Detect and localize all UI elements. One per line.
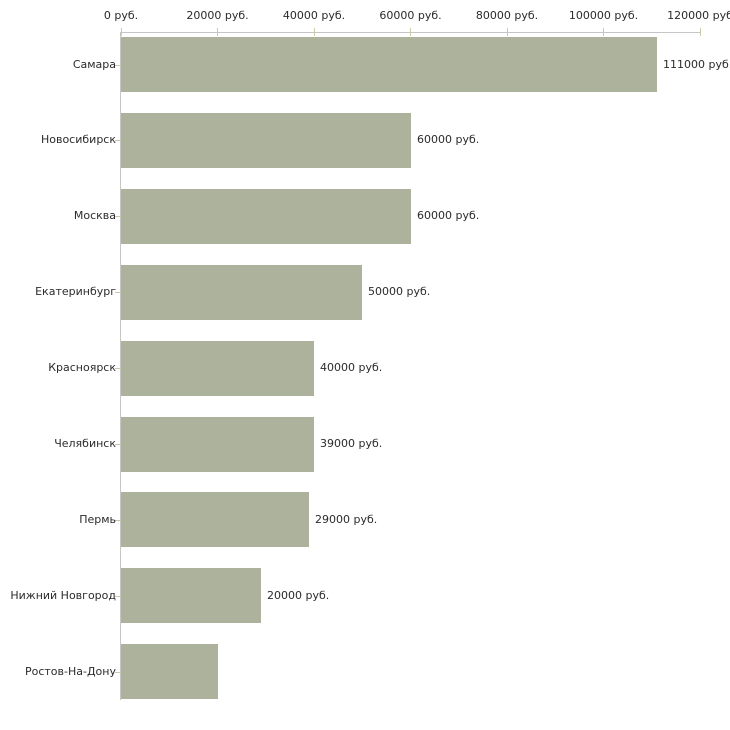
value-label: 60000 руб.: [417, 209, 480, 222]
category-label: Москва: [73, 209, 116, 222]
y-axis-tick: [115, 368, 121, 369]
value-label: 20000 руб.: [267, 589, 330, 602]
y-axis-tick: [115, 672, 121, 673]
y-axis-tick: [115, 292, 121, 293]
x-axis-tick-label: 60000 руб.: [379, 9, 442, 22]
x-axis-tick: [217, 28, 218, 36]
x-axis-tick-label: 100000 руб.: [568, 9, 639, 22]
category-label: Самара: [72, 58, 116, 71]
bar: [121, 113, 411, 168]
value-label: 50000 руб.: [368, 285, 431, 298]
category-label: Нижний Новгород: [10, 589, 116, 602]
value-label: 29000 руб.: [315, 513, 378, 526]
x-axis-tick: [313, 28, 315, 36]
category-label: Екатеринбург: [35, 285, 116, 298]
value-label: 40000 руб.: [320, 361, 383, 374]
category-label: Новосибирск: [40, 133, 116, 146]
y-axis-tick: [115, 140, 121, 141]
x-axis-tick-label: 80000 руб.: [475, 9, 539, 22]
category-label: Пермь: [79, 513, 116, 526]
y-axis-tick: [115, 520, 121, 521]
x-axis-tick-label: 0 руб.: [103, 9, 139, 22]
value-label: 60000 руб.: [417, 133, 480, 146]
y-axis-tick: [115, 444, 121, 445]
bar: [121, 644, 218, 699]
x-axis-tick: [410, 28, 411, 36]
bar: [121, 492, 309, 547]
bar: [121, 568, 261, 623]
value-label: 111000 руб.: [663, 58, 730, 71]
y-axis-tick: [115, 216, 121, 217]
bar: [121, 341, 314, 396]
y-axis-tick: [115, 65, 121, 66]
x-axis-tick: [699, 28, 701, 36]
y-axis-tick: [115, 596, 121, 597]
bar: [121, 189, 411, 244]
category-label: Челябинск: [54, 437, 116, 450]
x-axis-tick: [120, 28, 122, 36]
y-axis-line: [120, 32, 121, 700]
bar: [121, 37, 657, 92]
x-axis-tick: [506, 28, 508, 36]
category-label: Ростов-На-Дону: [24, 665, 116, 678]
x-axis-tick-label: 40000 руб.: [282, 9, 346, 22]
x-axis-tick-label: 20000 руб.: [186, 9, 249, 22]
x-axis-tick-label: 120000 руб: [667, 9, 730, 22]
value-label: 39000 руб.: [320, 437, 383, 450]
bar: [121, 417, 314, 472]
x-axis-tick: [603, 28, 604, 36]
category-label: Красноярск: [48, 361, 116, 374]
bar: [121, 265, 362, 320]
